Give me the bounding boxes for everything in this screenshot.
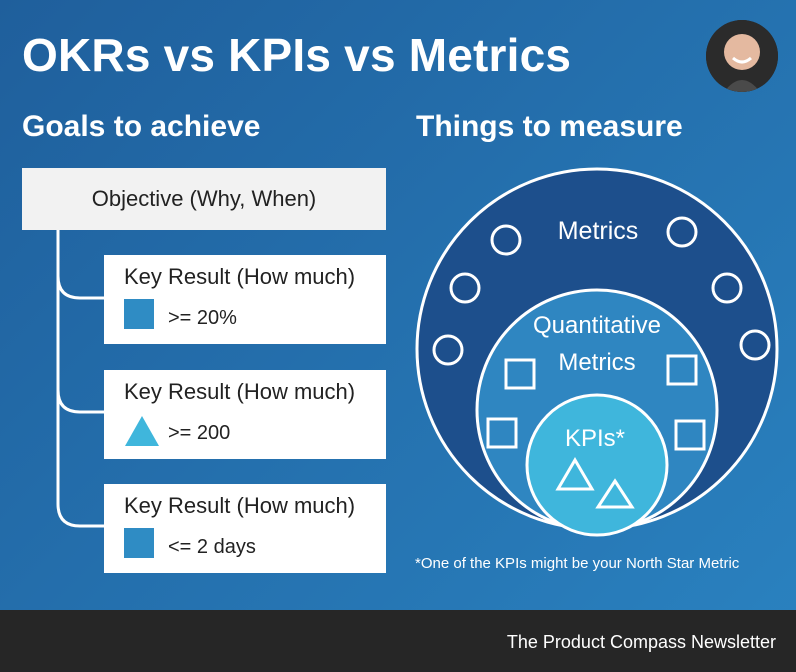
avatar-photo bbox=[706, 20, 778, 92]
circle-icon bbox=[490, 224, 522, 256]
square-icon bbox=[674, 419, 706, 451]
objective-box: Objective (Why, When) bbox=[22, 168, 386, 230]
square-icon bbox=[504, 358, 536, 390]
footnote: *One of the KPIs might be your North Sta… bbox=[415, 555, 740, 572]
key-result-title: Key Result (How much) bbox=[124, 264, 356, 289]
key-result-title: Key Result (How much) bbox=[124, 379, 356, 404]
circle-icon bbox=[432, 334, 464, 366]
square-icon bbox=[124, 299, 154, 329]
square-icon bbox=[666, 354, 698, 386]
page-title: OKRs vs KPIs vs Metrics bbox=[22, 29, 572, 81]
key-result-value: >= 20% bbox=[168, 307, 237, 329]
footer-bar: The Product Compass Newsletter bbox=[0, 610, 796, 672]
key-result-card: Key Result (How much) >= 200 bbox=[104, 370, 386, 459]
key-result-value: <= 2 days bbox=[168, 536, 256, 558]
triangle-icon bbox=[595, 478, 635, 509]
kpis-label: KPIs* bbox=[565, 425, 625, 452]
circle-icon bbox=[711, 272, 743, 304]
triangle-icon bbox=[125, 416, 159, 446]
square-icon bbox=[486, 417, 518, 449]
key-result-title: Key Result (How much) bbox=[124, 493, 356, 518]
quantitative-label-line1: Quantitative bbox=[533, 312, 661, 339]
quantitative-label-line2: Metrics bbox=[558, 349, 635, 376]
author-avatar bbox=[706, 20, 778, 92]
key-result-value: >= 200 bbox=[168, 422, 231, 444]
kpis-circle bbox=[525, 393, 669, 537]
square-icon bbox=[124, 528, 154, 558]
objective-label: Objective (Why, When) bbox=[91, 186, 317, 211]
measure-heading: Things to measure bbox=[416, 110, 683, 143]
goals-heading: Goals to achieve bbox=[22, 110, 261, 143]
key-result-card: Key Result (How much) <= 2 days bbox=[104, 484, 386, 573]
circle-icon bbox=[449, 272, 481, 304]
circle-icon bbox=[739, 329, 771, 361]
footer-credit: The Product Compass Newsletter bbox=[506, 632, 776, 652]
circle-icon bbox=[666, 216, 698, 248]
triangle-icon bbox=[555, 457, 595, 491]
key-result-card: Key Result (How much) >= 20% bbox=[104, 255, 386, 344]
metrics-label: Metrics bbox=[558, 217, 639, 245]
